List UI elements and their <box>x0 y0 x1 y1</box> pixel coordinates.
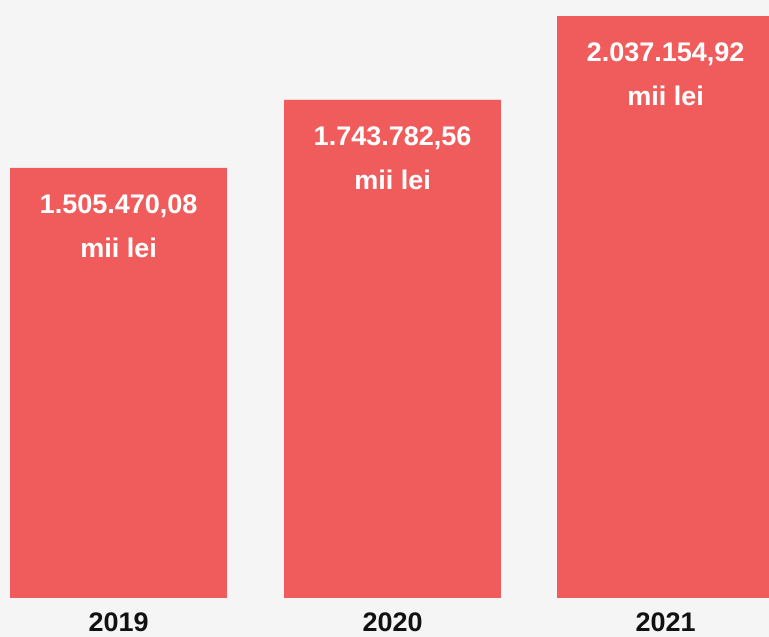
value-label: 1.505.470,08 <box>40 189 198 219</box>
bar <box>557 16 769 598</box>
x-tick-label: 2020 <box>362 607 422 637</box>
value-unit: mii lei <box>80 233 157 263</box>
x-tick-label: 2021 <box>635 607 695 637</box>
value-unit: mii lei <box>627 81 704 111</box>
bar <box>284 99 501 598</box>
bar <box>10 167 227 598</box>
value-unit: mii lei <box>354 165 431 195</box>
x-tick-label: 2019 <box>88 607 148 637</box>
value-label: 1.743.782,56 <box>314 121 472 151</box>
value-label: 2.037.154,92 <box>587 37 745 67</box>
